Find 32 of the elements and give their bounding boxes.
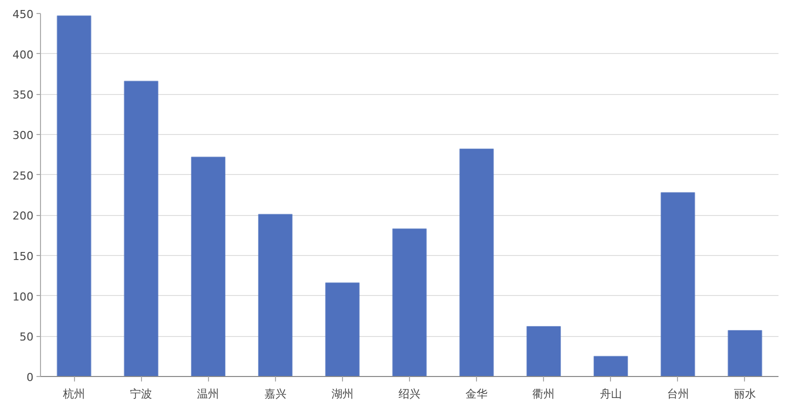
x-tick-label: 湖州: [331, 388, 354, 400]
y-tick-label: 400: [12, 48, 34, 62]
x-tick-label: 金华: [466, 388, 488, 400]
bar: [728, 330, 762, 376]
bar: [124, 80, 158, 376]
y-tick-label: 200: [12, 210, 34, 223]
bar: [392, 228, 427, 376]
x-tick-label: 舟山: [600, 388, 622, 400]
y-tick-label: 50: [20, 330, 34, 344]
x-tick-label: 嘉兴: [264, 388, 286, 400]
bar: [594, 356, 628, 376]
y-tick-label: 100: [12, 290, 34, 304]
y-tick-label: 350: [12, 88, 34, 102]
bar: [660, 192, 696, 376]
bar: [56, 15, 92, 376]
bar: [459, 148, 494, 376]
y-tick-label: 450: [12, 8, 34, 21]
x-tick-label: 宁波: [130, 388, 152, 400]
bar: [325, 282, 360, 376]
bar: [190, 156, 226, 376]
y-tick-label: 250: [12, 169, 34, 182]
y-tick-label: 300: [12, 129, 34, 142]
bar: [526, 326, 561, 376]
x-tick-label: 丽水: [734, 388, 756, 400]
y-tick-label: 0: [26, 371, 34, 384]
bar: [258, 214, 293, 376]
x-tick-label: 杭州: [62, 388, 86, 400]
x-tick-label: 衢州: [532, 388, 555, 400]
x-tick-label: 绍兴: [398, 388, 420, 400]
x-tick-label: 温州: [197, 388, 220, 400]
x-tick-label: 台州: [666, 388, 689, 400]
y-tick-label: 150: [12, 250, 34, 263]
